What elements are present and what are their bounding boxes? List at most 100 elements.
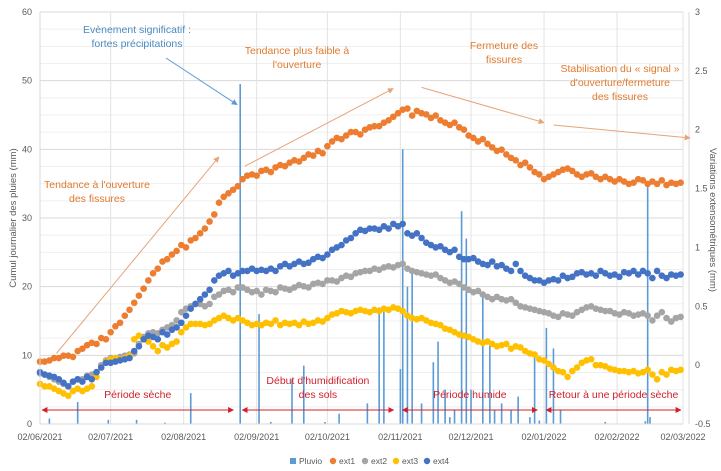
data-point-ext4 bbox=[460, 255, 468, 263]
data-point-ext3 bbox=[559, 368, 567, 376]
data-point-ext1 bbox=[521, 159, 529, 166]
pluvio-bar bbox=[644, 421, 647, 424]
data-point-ext3 bbox=[149, 343, 157, 350]
data-point-ext2 bbox=[333, 278, 341, 285]
data-point-ext1 bbox=[324, 142, 331, 150]
data-point-ext1 bbox=[60, 352, 67, 360]
data-point-ext1 bbox=[201, 225, 209, 232]
data-point-ext4 bbox=[592, 272, 600, 279]
data-point-ext1 bbox=[182, 244, 190, 251]
data-point-ext1 bbox=[239, 175, 246, 183]
data-point-ext1 bbox=[149, 270, 157, 277]
data-point-ext4 bbox=[173, 324, 180, 331]
data-point-ext2 bbox=[229, 288, 237, 296]
pluvio-bar bbox=[366, 403, 369, 424]
data-point-ext2 bbox=[644, 312, 651, 320]
annotation-arrow bbox=[421, 86, 545, 125]
data-point-ext1 bbox=[347, 128, 355, 136]
x-tick-label: 02/08/2021 bbox=[161, 432, 206, 442]
data-point-ext3 bbox=[653, 375, 661, 383]
data-point-ext3 bbox=[569, 367, 576, 375]
data-point-ext3 bbox=[503, 340, 510, 348]
data-point-ext1 bbox=[470, 134, 477, 142]
data-point-ext1 bbox=[630, 179, 637, 186]
y-right-tick-label: 2.5 bbox=[695, 66, 708, 76]
data-point-ext2 bbox=[677, 313, 684, 321]
data-point-ext3 bbox=[135, 332, 143, 340]
pluvio-bar bbox=[533, 355, 536, 424]
pluvio-bar bbox=[107, 419, 110, 424]
period-label: Retour à une période sèche bbox=[549, 389, 679, 401]
data-point-ext3 bbox=[267, 320, 275, 328]
data-point-ext2 bbox=[658, 308, 666, 316]
data-point-ext1 bbox=[328, 138, 336, 145]
data-point-ext1 bbox=[102, 335, 110, 343]
period-markers: Période sèche Début d'humidification des s… bbox=[41, 375, 682, 413]
data-point-ext3 bbox=[616, 367, 623, 375]
data-point-ext4 bbox=[210, 277, 218, 284]
annotation-arrow bbox=[165, 57, 238, 106]
data-point-ext3 bbox=[295, 321, 303, 329]
annotation-fermeture: fissures bbox=[486, 54, 522, 66]
data-point-ext3 bbox=[187, 320, 195, 328]
data-point-ext4 bbox=[663, 274, 670, 282]
data-point-ext1 bbox=[126, 306, 133, 314]
data-point-ext3 bbox=[649, 371, 656, 378]
data-point-ext3 bbox=[644, 366, 651, 374]
y-left-tick-label: 30 bbox=[22, 213, 32, 223]
y-left-axis-label: Cumul journalier des pluies (mm) bbox=[8, 148, 19, 287]
pluvio-bars bbox=[48, 84, 651, 425]
data-point-ext4 bbox=[677, 271, 684, 278]
pluvio-bar bbox=[378, 307, 380, 424]
data-point-ext1 bbox=[385, 116, 392, 124]
data-point-ext4 bbox=[644, 270, 651, 277]
data-point-ext4 bbox=[178, 319, 185, 327]
pluvio-bar bbox=[481, 293, 484, 424]
data-point-ext2 bbox=[206, 300, 213, 308]
legend-label-ext4: ext4 bbox=[433, 456, 449, 466]
data-point-ext2 bbox=[474, 287, 482, 295]
data-point-ext1 bbox=[93, 340, 100, 348]
pluvio-bar bbox=[489, 341, 491, 424]
pluvio-bar bbox=[189, 393, 192, 424]
data-point-ext4 bbox=[201, 291, 209, 298]
data-point-ext3 bbox=[517, 344, 524, 351]
pluvio-bar bbox=[432, 362, 435, 424]
data-point-ext4 bbox=[517, 267, 524, 275]
data-point-ext3 bbox=[545, 360, 553, 368]
data-point-ext1 bbox=[234, 182, 242, 190]
period-label: des sols bbox=[299, 389, 338, 401]
data-point-ext3 bbox=[41, 383, 49, 390]
data-point-ext3 bbox=[206, 320, 213, 328]
data-point-ext3 bbox=[677, 366, 684, 374]
legend-marker-ext2 bbox=[361, 457, 369, 465]
data-point-ext4 bbox=[498, 261, 505, 269]
data-point-ext3 bbox=[88, 383, 96, 390]
data-point-ext3 bbox=[192, 320, 199, 328]
pluvio-bar bbox=[135, 419, 138, 424]
data-point-ext1 bbox=[225, 189, 232, 197]
data-point-ext2 bbox=[361, 267, 369, 275]
data-point-ext1 bbox=[408, 112, 416, 119]
pluvio-bar bbox=[646, 187, 649, 424]
data-point-ext4 bbox=[140, 335, 147, 343]
pluvio-bar bbox=[291, 379, 293, 424]
axes: 02/06/2021 02/07/2021 02/08/2021 02/09/2021… bbox=[17, 7, 710, 442]
y-right-tick-label: 0.5 bbox=[695, 301, 708, 311]
y-right-tick-label: 0 bbox=[695, 360, 700, 370]
data-point-ext4 bbox=[88, 375, 96, 383]
data-point-ext4 bbox=[630, 267, 637, 275]
data-point-ext4 bbox=[470, 254, 477, 262]
data-point-ext3 bbox=[324, 314, 331, 322]
data-point-ext4 bbox=[206, 286, 213, 294]
series-ext1 bbox=[36, 105, 684, 365]
data-point-ext1 bbox=[653, 180, 661, 188]
data-point-ext1 bbox=[281, 162, 289, 170]
data-point-ext2 bbox=[649, 317, 656, 324]
y-left-tick-label: 60 bbox=[22, 7, 32, 17]
data-point-ext2 bbox=[554, 313, 562, 321]
y-left-tick-label: 20 bbox=[22, 282, 32, 292]
pluvio-bar bbox=[437, 341, 439, 424]
legend-marker-ext3 bbox=[392, 457, 400, 465]
